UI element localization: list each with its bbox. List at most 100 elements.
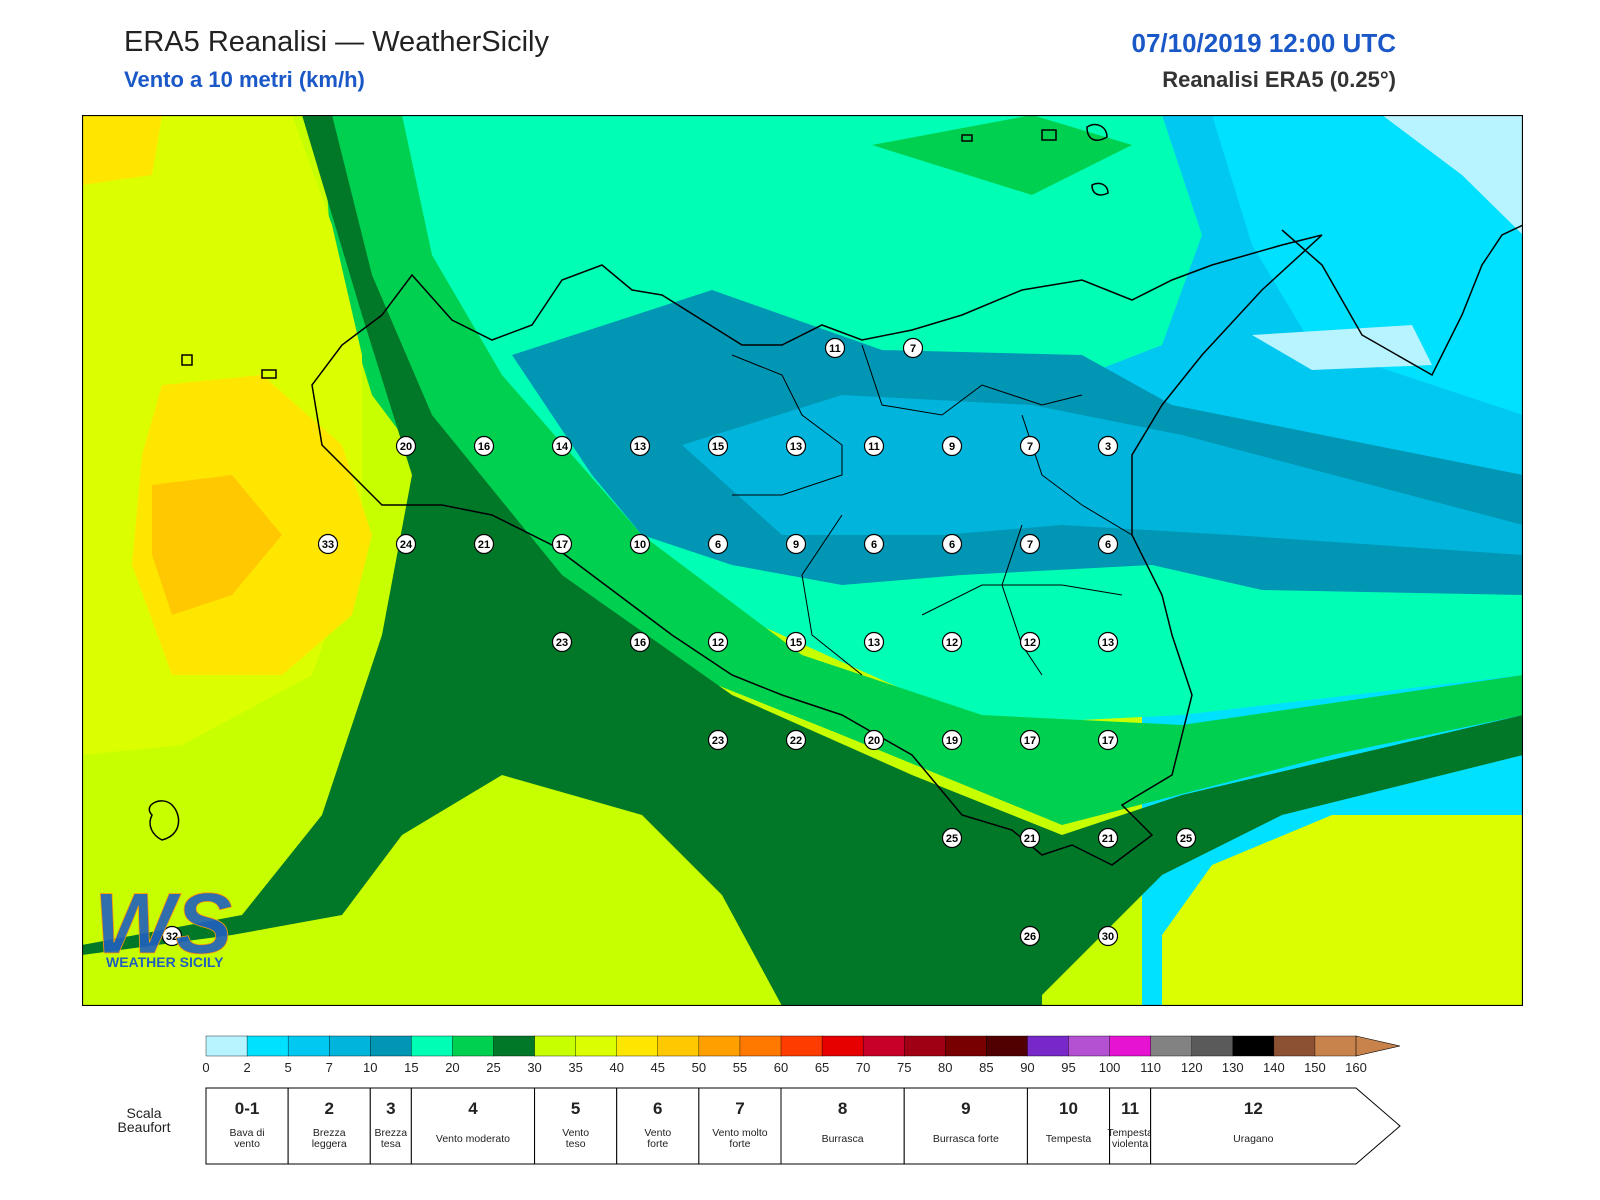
station-marker: 12 xyxy=(1019,631,1041,653)
station-marker: 17 xyxy=(551,533,573,555)
colorbar-swatch xyxy=(616,1035,659,1057)
station-value: 7 xyxy=(1027,441,1033,453)
colorbar-swatch xyxy=(862,1035,905,1057)
colorbar-swatch xyxy=(411,1035,454,1057)
beaufort-label: Scala Beaufort xyxy=(118,1105,171,1135)
station-value: 32 xyxy=(166,931,178,943)
beaufort-scale: Scala Beaufort 0-1 Bava di vento 2 Brezza legg… xyxy=(118,1087,1401,1165)
beaufort-desc: Uragano xyxy=(1233,1133,1273,1145)
station-value: 7 xyxy=(910,343,916,355)
station-value: 12 xyxy=(1024,637,1036,649)
station-value: 17 xyxy=(1102,735,1114,747)
beaufort-class: 3 Brezza tesa xyxy=(369,1087,412,1165)
beaufort-class: 0-1 Bava di vento xyxy=(205,1087,289,1165)
beaufort-desc: Vento moderato xyxy=(436,1133,510,1145)
station-marker: 13 xyxy=(629,435,651,457)
station-marker: 21 xyxy=(1097,827,1119,849)
station-marker: 30 xyxy=(1097,925,1119,947)
station-marker: 12 xyxy=(941,631,963,653)
station-value: 20 xyxy=(400,441,412,453)
station-value: 15 xyxy=(790,637,802,649)
station-marker: 3 xyxy=(1097,435,1119,457)
beaufort-class: 5 Vento teso xyxy=(534,1087,618,1165)
beaufort-force: 7 xyxy=(735,1099,744,1118)
station-marker: 13 xyxy=(785,435,807,457)
station-value: 21 xyxy=(478,539,490,551)
station-value: 11 xyxy=(868,441,880,453)
colorbar-tick-label: 10 xyxy=(363,1060,377,1075)
station-marker: 20 xyxy=(395,435,417,457)
data-source: Reanalisi ERA5 (0.25°) xyxy=(1162,67,1396,92)
colorbar-tick-label: 90 xyxy=(1020,1060,1034,1075)
station-value: 7 xyxy=(1027,539,1033,551)
station-value: 21 xyxy=(1024,833,1036,845)
colorbar-tick-label: 55 xyxy=(733,1060,747,1075)
beaufort-force: 2 xyxy=(324,1099,333,1118)
colorbar-swatch xyxy=(780,1035,823,1057)
beaufort-force: 4 xyxy=(468,1099,478,1118)
colorbar-swatch xyxy=(493,1035,536,1057)
station-value: 6 xyxy=(871,539,877,551)
station-value: 30 xyxy=(1102,931,1114,943)
beaufort-desc: Burrasca forte xyxy=(933,1133,999,1145)
colorbar-tick-label: 5 xyxy=(285,1060,292,1075)
colorbar-tick-label: 25 xyxy=(486,1060,500,1075)
station-marker: 14 xyxy=(551,435,573,457)
colorbar-swatch xyxy=(1109,1035,1152,1057)
colorbar-tick-label: 95 xyxy=(1061,1060,1075,1075)
colorbar-tick-label: 65 xyxy=(815,1060,829,1075)
colorbar-swatch xyxy=(821,1035,864,1057)
field-darkgreen-belt xyxy=(82,115,1523,1006)
colorbar-tick-label: 45 xyxy=(651,1060,665,1075)
colorbar-tick-label: 140 xyxy=(1263,1060,1285,1075)
beaufort-desc: Vento molto forte xyxy=(712,1127,768,1150)
colorbar-swatch xyxy=(1314,1035,1357,1057)
valid-datetime: 07/10/2019 12:00 UTC xyxy=(1131,28,1396,58)
beaufort-force: 10 xyxy=(1059,1099,1078,1118)
field-green-belt xyxy=(322,115,1523,825)
colorbar-swatch xyxy=(370,1035,413,1057)
station-marker: 32 xyxy=(161,925,183,947)
colorbar-swatch xyxy=(1191,1035,1234,1057)
colorbar-tick-label: 60 xyxy=(774,1060,788,1075)
calabria-coastline xyxy=(1281,224,1523,377)
station-value: 25 xyxy=(946,833,958,845)
station-marker: 24 xyxy=(395,533,417,555)
colorbar-swatch xyxy=(1068,1035,1111,1057)
colorbar-tick-label: 35 xyxy=(568,1060,582,1075)
station-value: 21 xyxy=(1102,833,1114,845)
station-marker: 17 xyxy=(1097,729,1119,751)
colorbar-swatch xyxy=(329,1035,371,1057)
colorbar-tick-label: 110 xyxy=(1140,1060,1161,1075)
beaufort-desc: Brezza tesa xyxy=(374,1127,407,1150)
field-yellow-nw xyxy=(82,115,162,185)
wind-field xyxy=(82,115,1523,1006)
beaufort-desc: Tempesta xyxy=(1046,1133,1092,1145)
logo-mark: WS xyxy=(94,876,233,972)
colorbar-swatch xyxy=(1273,1035,1316,1057)
station-marker: 23 xyxy=(707,729,729,751)
station-marker: 17 xyxy=(1019,729,1041,751)
field-orange-west xyxy=(152,475,282,615)
colorbar-swatch xyxy=(904,1035,946,1057)
station-value: 14 xyxy=(556,441,569,453)
colorbar-swatch xyxy=(1232,1035,1275,1057)
colorbar-extend-arrow xyxy=(1355,1035,1401,1057)
beaufort-force: 9 xyxy=(961,1099,970,1118)
beaufort-class: 2 Brezza leggera xyxy=(287,1087,371,1165)
beaufort-force: 8 xyxy=(838,1099,847,1118)
station-marker: 22 xyxy=(785,729,807,751)
station-value: 16 xyxy=(478,441,490,453)
beaufort-desc: Brezza leggera xyxy=(312,1127,347,1150)
station-value: 13 xyxy=(634,441,646,453)
colorbar-tick-label: 7 xyxy=(326,1060,333,1075)
colorbar-tick-label: 85 xyxy=(979,1060,993,1075)
beaufort-force: 0-1 xyxy=(235,1099,260,1118)
station-marker: 15 xyxy=(785,631,807,653)
station-marker: 19 xyxy=(941,729,963,751)
station-marker: 7 xyxy=(1019,435,1041,457)
station-value: 17 xyxy=(556,539,568,551)
beaufort-force: 3 xyxy=(386,1099,395,1118)
colorbar-tick-label: 80 xyxy=(938,1060,952,1075)
colorbar-swatch xyxy=(287,1035,330,1057)
